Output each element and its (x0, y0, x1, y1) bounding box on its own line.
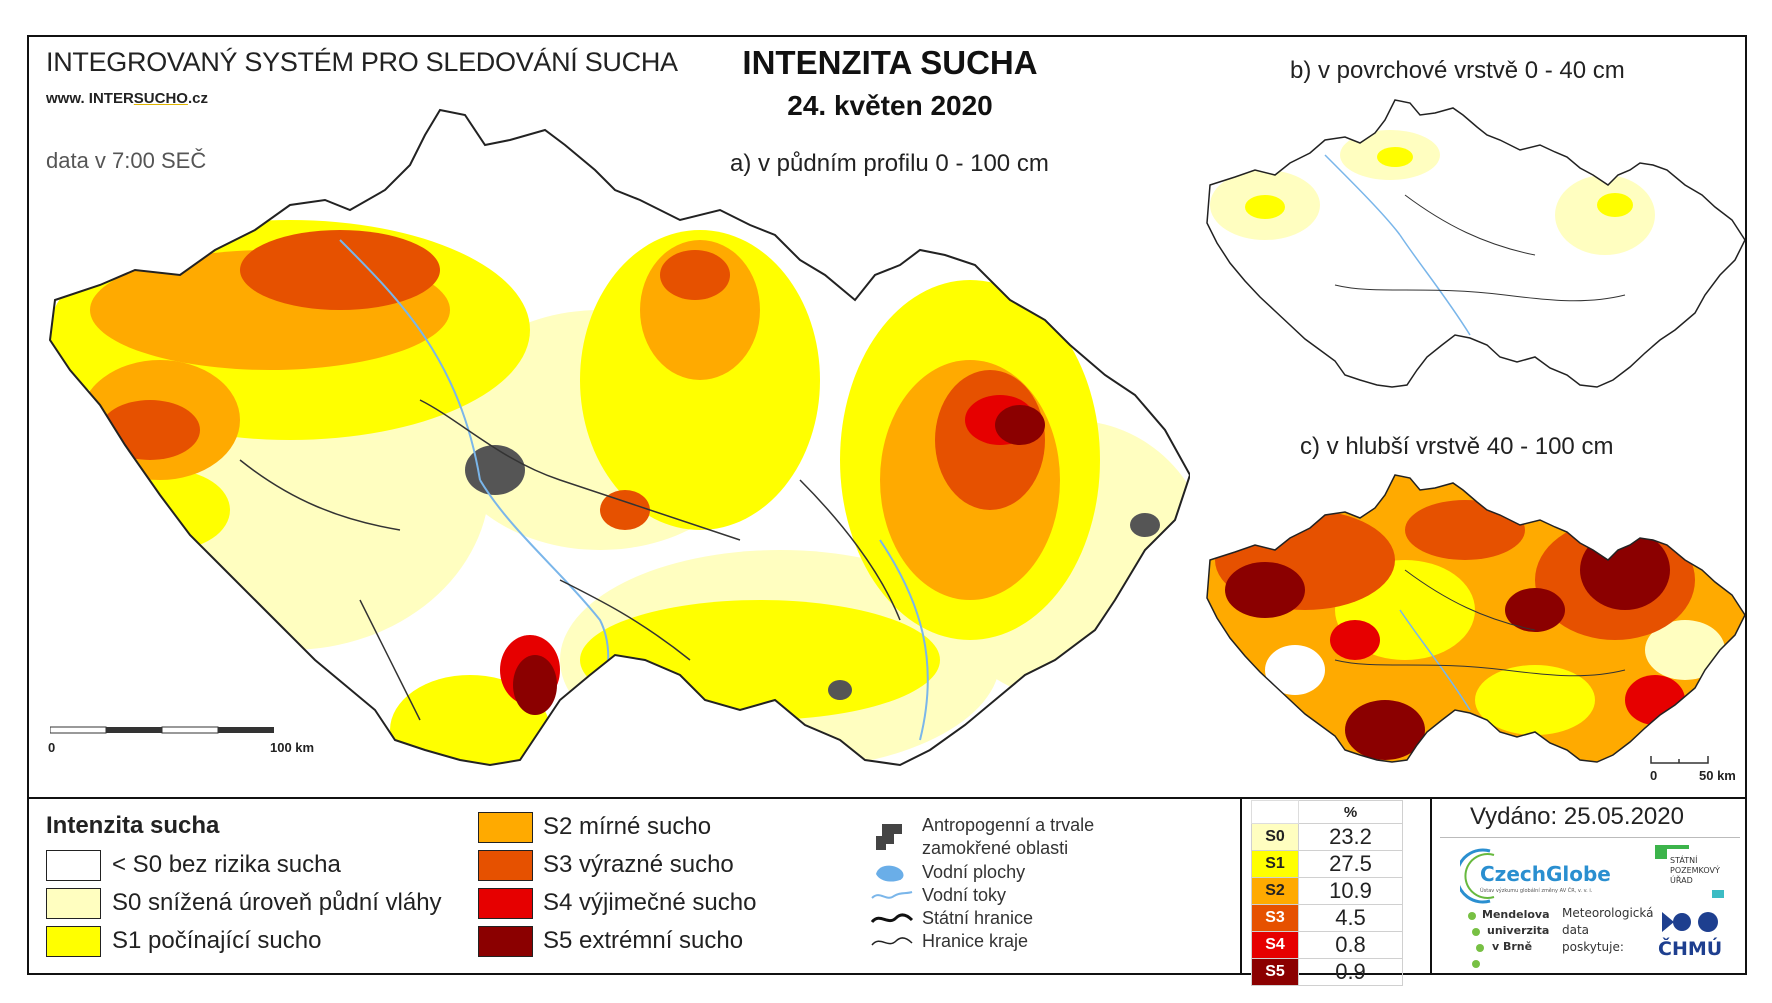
chmu-logo-icon (1662, 912, 1718, 932)
main-scale-bar (50, 726, 274, 734)
stats-header-row: % (1251, 800, 1403, 824)
legend-divider-left (1240, 797, 1242, 975)
mendelu-line1: Mendelova (1482, 908, 1550, 921)
legend-label-region-border: Hranice kraje (922, 931, 1029, 951)
spu-logo-bar (1667, 845, 1689, 849)
map-a-caption: a) v půdním profilu 0 - 100 cm (730, 150, 1049, 177)
state-border-icon (870, 913, 914, 924)
legend-swatch-s0 (46, 888, 101, 919)
spu-line3: ÚŘAD (1670, 876, 1693, 885)
legend-label-below-s0: < S0 bez rizika sucha (112, 851, 341, 878)
main-date: 24. květen 2020 (787, 90, 993, 121)
legend-title: Intenzita sucha (46, 812, 220, 839)
stats-class-s2: S2 (1251, 877, 1299, 905)
spu-logo-mark (1655, 845, 1667, 859)
legend-label-s3: S3 výrazné sucho (543, 851, 734, 878)
meteo-line3: poskytuje: (1562, 940, 1624, 954)
legend-divider-right (1430, 797, 1432, 975)
map-b-surface-layer (1206, 99, 1745, 388)
main-title: INTENZITA SUCHA (742, 44, 1038, 81)
stats-value-s4: 0.8 (1298, 931, 1403, 959)
stats-class-s3: S3 (1251, 904, 1299, 932)
legend-label-river: Vodní toky (922, 885, 1007, 905)
drought-stats-table: % S0 23.2 S1 27.5 S2 10.9 S3 4.5 S4 0.8 … (1251, 800, 1403, 986)
issued-underline (1440, 837, 1740, 838)
spu-line2: POZEMKOVÝ (1670, 866, 1720, 875)
legend-separator (27, 797, 1747, 799)
water-body-icon (876, 865, 904, 882)
main-drought-map (48, 108, 1190, 767)
legend-label-s5: S5 extrémní sucho (543, 927, 744, 954)
legend-label-s1: S1 počínající sucho (112, 927, 322, 954)
stats-value-s5: 0.9 (1298, 958, 1403, 986)
legend-swatch-s5 (478, 926, 533, 957)
issued-date: Vydáno: 25.05.2020 (1470, 803, 1684, 830)
legend-swatch-below-s0 (46, 850, 101, 881)
legend-label-s2: S2 mírné sucho (543, 813, 712, 840)
region-border-icon (871, 937, 913, 946)
table-row: S2 10.9 (1251, 877, 1403, 905)
river-icon (871, 891, 913, 899)
chmu-name: ČHMÚ (1658, 938, 1723, 960)
url-suffix: .cz (187, 90, 208, 107)
mendelu-line2: univerzita (1487, 924, 1550, 937)
stats-header-percent: % (1298, 800, 1403, 824)
data-time: data v 7:00 SEČ (46, 148, 207, 173)
url-brand: SUCHO (133, 90, 188, 107)
spu-accent (1712, 890, 1724, 898)
mendelu-dots-icon (1468, 912, 1484, 968)
map-b-caption: b) v povrchové vrstvě 0 - 40 cm (1290, 57, 1625, 84)
legend-urban-line1: Antropogenní a trvale (922, 815, 1095, 835)
legend-swatch-s3 (478, 850, 533, 881)
main-scale-start: 0 (48, 740, 56, 755)
table-row: S0 23.2 (1251, 823, 1403, 851)
stats-header-class (1251, 800, 1299, 824)
stats-class-s4: S4 (1251, 931, 1299, 959)
table-row: S3 4.5 (1251, 904, 1403, 932)
czechglobe-logo (1460, 848, 1495, 904)
czechglobe-name: CzechGlobe (1480, 862, 1611, 886)
small-scale-end: 50 km (1699, 768, 1736, 783)
table-row: S4 0.8 (1251, 931, 1403, 959)
legend-urban-line2: zamokřené oblasti (922, 838, 1069, 858)
stats-value-s1: 27.5 (1298, 850, 1403, 878)
table-row: S1 27.5 (1251, 850, 1403, 878)
urban-area-icon (876, 824, 902, 850)
table-row: S5 0.9 (1251, 958, 1403, 986)
stats-class-s5: S5 (1251, 958, 1299, 986)
map-c-caption: c) v hlubší vrstvě 40 - 100 cm (1300, 433, 1614, 460)
system-title: INTEGROVANÝ SYSTÉM PRO SLEDOVÁNÍ SUCHA (46, 47, 678, 77)
main-scale-end: 100 km (270, 740, 315, 755)
legend-label-s4: S4 výjimečné sucho (543, 889, 757, 916)
map-c-deep-layer (1206, 474, 1745, 763)
small-scale-bar (1650, 756, 1709, 764)
legend-label-state-border: Státní hranice (922, 908, 1034, 928)
stats-value-s2: 10.9 (1298, 877, 1403, 905)
legend-swatch-s2 (478, 812, 533, 843)
url-prefix: www. INTER (46, 90, 134, 107)
meteo-line2: data (1562, 923, 1590, 937)
meteo-line1: Meteorologická (1562, 906, 1654, 920)
mendelu-line3: v Brně (1492, 940, 1533, 953)
legend-swatch-s1 (46, 926, 101, 957)
small-scale-start: 0 (1650, 768, 1658, 783)
czechglobe-subtitle: Ústav výzkumu globální změny AV ČR, v. v… (1480, 888, 1593, 894)
legend-swatch-s4 (478, 888, 533, 919)
stats-class-s0: S0 (1251, 823, 1299, 851)
stats-class-s1: S1 (1251, 850, 1299, 878)
stats-value-s3: 4.5 (1298, 904, 1403, 932)
legend-label-s0: S0 snížená úroveň půdní vláhy (112, 889, 442, 916)
stats-value-s0: 23.2 (1298, 823, 1403, 851)
website-link[interactable]: www. INTERSUCHO.cz (46, 90, 208, 107)
spu-line1: STÁTNÍ (1670, 856, 1698, 865)
legend-label-water: Vodní plochy (922, 862, 1026, 882)
